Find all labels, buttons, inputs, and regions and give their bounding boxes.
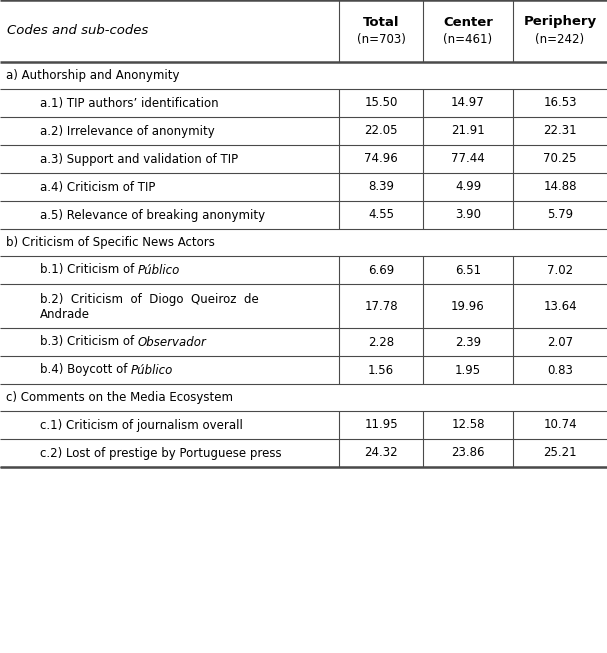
Text: 19.96: 19.96	[451, 300, 485, 313]
Text: c.1) Criticism of journalism overall: c.1) Criticism of journalism overall	[40, 419, 243, 432]
Text: (n=461): (n=461)	[444, 33, 492, 46]
Text: a.4) Criticism of TIP: a.4) Criticism of TIP	[40, 180, 155, 193]
Text: 16.53: 16.53	[543, 97, 577, 110]
Text: Center: Center	[443, 16, 493, 29]
Text: b) Criticism of Specific News Actors: b) Criticism of Specific News Actors	[6, 236, 215, 249]
Text: 17.78: 17.78	[364, 300, 398, 313]
Text: 22.31: 22.31	[543, 125, 577, 138]
Text: 6.51: 6.51	[455, 264, 481, 276]
Text: a) Authorship and Anonymity: a) Authorship and Anonymity	[6, 69, 180, 82]
Text: Codes and sub-codes: Codes and sub-codes	[7, 25, 148, 37]
Text: Público: Público	[138, 264, 180, 276]
Text: c) Comments on the Media Ecosystem: c) Comments on the Media Ecosystem	[6, 391, 233, 404]
Text: Público: Público	[131, 364, 174, 377]
Text: b.3) Criticism of: b.3) Criticism of	[40, 336, 138, 349]
Text: 14.97: 14.97	[451, 97, 485, 110]
Text: b.2)  Criticism  of  Diogo  Queiroz  de: b.2) Criticism of Diogo Queiroz de	[40, 293, 259, 306]
Text: Andrade: Andrade	[40, 308, 90, 321]
Text: 5.79: 5.79	[547, 208, 573, 221]
Text: b.4) Boycott of: b.4) Boycott of	[40, 364, 131, 377]
Text: 74.96: 74.96	[364, 153, 398, 165]
Text: 2.39: 2.39	[455, 336, 481, 349]
Text: 4.99: 4.99	[455, 180, 481, 193]
Text: 1.95: 1.95	[455, 364, 481, 377]
Text: c.2) Lost of prestige by Portuguese press: c.2) Lost of prestige by Portuguese pres…	[40, 447, 282, 460]
Text: 12.58: 12.58	[451, 419, 485, 432]
Text: 15.50: 15.50	[364, 97, 398, 110]
Text: 6.69: 6.69	[368, 264, 394, 276]
Text: 8.39: 8.39	[368, 180, 394, 193]
Text: (n=242): (n=242)	[535, 33, 585, 46]
Text: 77.44: 77.44	[451, 153, 485, 165]
Text: 24.32: 24.32	[364, 447, 398, 460]
Text: 0.83: 0.83	[547, 364, 573, 377]
Text: 10.74: 10.74	[543, 419, 577, 432]
Text: (n=703): (n=703)	[356, 33, 405, 46]
Text: 14.88: 14.88	[543, 180, 577, 193]
Text: 2.07: 2.07	[547, 336, 573, 349]
Text: a.2) Irrelevance of anonymity: a.2) Irrelevance of anonymity	[40, 125, 215, 138]
Text: Observador: Observador	[138, 336, 207, 349]
Text: b.1) Criticism of: b.1) Criticism of	[40, 264, 138, 276]
Text: a.3) Support and validation of TIP: a.3) Support and validation of TIP	[40, 153, 238, 165]
Text: 7.02: 7.02	[547, 264, 573, 276]
Text: 25.21: 25.21	[543, 447, 577, 460]
Text: 1.56: 1.56	[368, 364, 394, 377]
Text: 70.25: 70.25	[543, 153, 577, 165]
Text: Total: Total	[363, 16, 399, 29]
Text: 22.05: 22.05	[364, 125, 398, 138]
Text: Periphery: Periphery	[523, 16, 597, 29]
Text: 3.90: 3.90	[455, 208, 481, 221]
Text: 4.55: 4.55	[368, 208, 394, 221]
Text: 11.95: 11.95	[364, 419, 398, 432]
Text: a.1) TIP authors’ identification: a.1) TIP authors’ identification	[40, 97, 219, 110]
Text: 21.91: 21.91	[451, 125, 485, 138]
Text: 2.28: 2.28	[368, 336, 394, 349]
Text: a.5) Relevance of breaking anonymity: a.5) Relevance of breaking anonymity	[40, 208, 265, 221]
Text: 23.86: 23.86	[451, 447, 485, 460]
Text: 13.64: 13.64	[543, 300, 577, 313]
